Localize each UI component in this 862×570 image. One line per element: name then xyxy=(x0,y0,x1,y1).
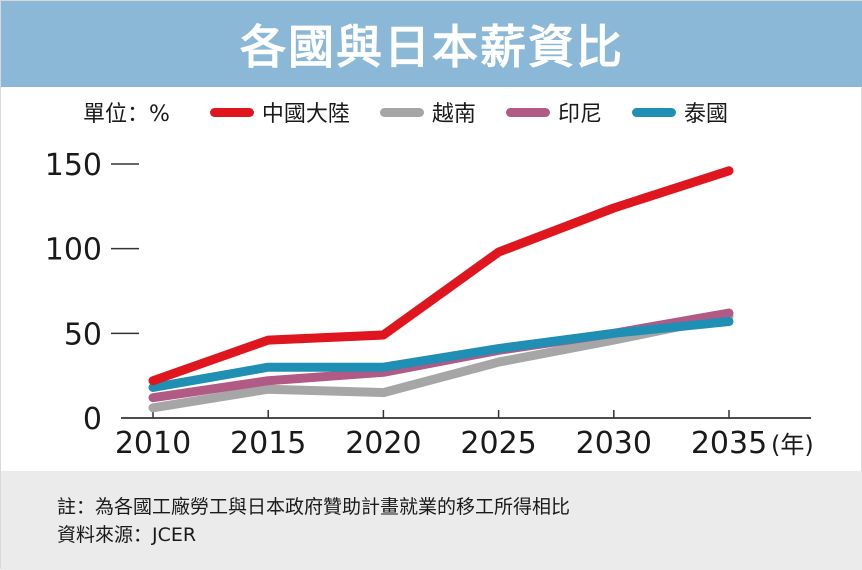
legend-swatch-vietnam xyxy=(379,107,424,117)
series-line-china xyxy=(148,166,734,386)
series-layer xyxy=(148,166,734,413)
x-unit-label: (年) xyxy=(771,431,814,459)
y-tick-label: 50 xyxy=(64,317,102,352)
y-tick-label: 150 xyxy=(45,148,102,183)
line-chart: 0 50 100 150 2010 2015 2020 2025 2030 2035 (年) xyxy=(45,148,814,461)
legend-item-thailand: 泰國 xyxy=(631,96,728,128)
y-tick-label: 0 xyxy=(83,402,102,437)
legend-label-china: 中國大陸 xyxy=(261,102,350,127)
footer: 註：為各國工廠勞工與日本政府贊助計畫就業的移工所得相比 資料來源：JCER xyxy=(1,471,862,570)
title-bar: 各國與日本薪資比 xyxy=(1,1,862,87)
legend-swatch-china xyxy=(209,107,254,117)
legend-swatch-thailand xyxy=(631,107,676,117)
legend-label-thailand: 泰國 xyxy=(683,102,728,127)
x-tick-label: 2015 xyxy=(230,426,306,461)
legend: 單位：% 中國大陸 越南 印尼 泰國 xyxy=(83,97,758,127)
legend-item-indonesia: 印尼 xyxy=(505,96,602,128)
y-axis: 0 50 100 150 xyxy=(45,148,139,437)
legend-item-vietnam: 越南 xyxy=(379,96,476,128)
x-tick-label: 2025 xyxy=(460,426,536,461)
x-tick-label: 2010 xyxy=(115,426,191,461)
x-tick-label: 2035 xyxy=(691,426,767,461)
x-axis: 2010 2015 2020 2025 2030 2035 (年) xyxy=(115,410,814,461)
series-line-thailand xyxy=(148,317,734,392)
unit-label: 單位：% xyxy=(83,102,170,127)
series-line-vietnam xyxy=(148,311,734,413)
footnote: 註：為各國工廠勞工與日本政府贊助計畫就業的移工所得相比 xyxy=(57,496,571,518)
legend-label-indonesia: 印尼 xyxy=(557,102,602,127)
legend-label-vietnam: 越南 xyxy=(431,102,476,127)
chart-title: 各國與日本薪資比 xyxy=(240,20,624,74)
x-tick-label: 2030 xyxy=(576,426,652,461)
legend-item-china: 中國大陸 xyxy=(209,96,350,128)
x-tick-label: 2020 xyxy=(345,426,421,461)
source-note: 資料來源：JCER xyxy=(57,524,197,546)
y-tick-label: 100 xyxy=(45,233,102,268)
legend-swatch-indonesia xyxy=(505,107,550,117)
